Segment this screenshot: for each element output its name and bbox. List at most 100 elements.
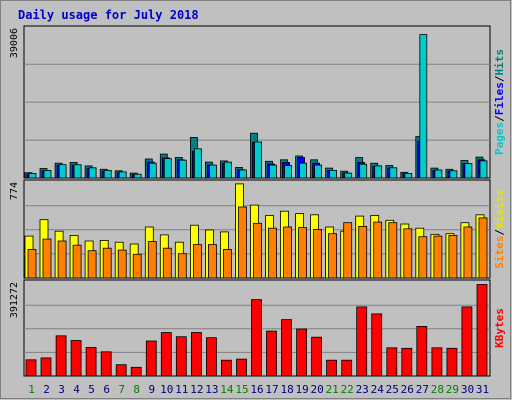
legend-entry: Hits — [493, 49, 506, 76]
bar-sites-day-8 — [132, 253, 142, 279]
day-label-17: 17 — [265, 383, 278, 396]
bar-hits-day-4 — [73, 164, 82, 179]
bar-sites-day-18 — [283, 226, 292, 279]
bar-sites-day-4 — [72, 244, 82, 279]
legend-entry: / — [493, 115, 506, 122]
day-label-10: 10 — [160, 383, 173, 396]
bar-hits-day-16 — [254, 141, 262, 179]
day-label-1: 1 — [28, 383, 35, 396]
bar-kbytes-day-31 — [476, 284, 488, 377]
bar-sites-day-31 — [478, 217, 488, 279]
bar-sites-day-14 — [222, 249, 232, 279]
bar-kbytes-day-17 — [266, 330, 277, 377]
day-label-8: 8 — [133, 383, 140, 396]
day-label-23: 23 — [356, 383, 369, 396]
axis-max-label: 39006 — [9, 28, 20, 58]
bar-sites-day-28 — [433, 235, 443, 279]
bar-hits-day-13 — [208, 164, 217, 179]
day-label-7: 7 — [118, 383, 125, 396]
bar-hits-day-17 — [269, 164, 277, 179]
bar-kbytes-day-24 — [371, 313, 383, 377]
bar-sites-day-1 — [27, 249, 37, 279]
side-label-3: KBytes — [493, 308, 506, 348]
bar-sites-day-30 — [463, 226, 473, 279]
bar-hits-day-20 — [314, 164, 323, 179]
bar-kbytes-day-6 — [100, 351, 112, 377]
bar-kbytes-day-26 — [401, 347, 413, 377]
bar-hits-day-11 — [178, 159, 187, 179]
bar-sites-day-13 — [207, 244, 217, 279]
bar-kbytes-day-28 — [431, 347, 443, 377]
legend-entry: Pages — [493, 122, 506, 155]
bar-hits-day-1 — [28, 172, 37, 179]
bar-sites-day-12 — [192, 244, 202, 279]
bar-kbytes-day-20 — [311, 336, 323, 377]
bar-hits-day-26 — [404, 172, 413, 179]
bar-hits-day-7 — [118, 171, 127, 179]
bar-kbytes-day-14 — [220, 359, 232, 377]
day-label-20: 20 — [310, 383, 323, 396]
bar-kbytes-day-11 — [175, 336, 187, 377]
bar-sites-day-6 — [102, 247, 112, 279]
axis-max-label: 774 — [9, 182, 20, 200]
bar-hits-day-5 — [88, 167, 97, 179]
bar-hits-day-6 — [103, 169, 112, 179]
bar-kbytes-day-15 — [236, 358, 247, 377]
legend-entry: Visits — [493, 189, 506, 229]
day-label-27: 27 — [416, 383, 429, 396]
bar-kbytes-day-2 — [40, 357, 52, 377]
legend-entry: / — [493, 75, 506, 82]
bar-hits-day-31 — [479, 160, 488, 179]
bar-sites-day-15 — [238, 206, 247, 279]
panel-2: 774 Sites/Visits — [9, 179, 506, 279]
day-label-22: 22 — [341, 383, 354, 396]
bar-kbytes-day-5 — [85, 347, 97, 377]
legend-entry: / — [493, 229, 506, 236]
day-label-12: 12 — [190, 383, 203, 396]
bar-kbytes-day-16 — [251, 299, 262, 377]
bar-kbytes-day-9 — [145, 340, 157, 377]
legend-entry: Files — [493, 82, 506, 115]
panel-3: 391272 KBytes — [9, 279, 506, 377]
bar-sites-day-25 — [388, 222, 398, 279]
bar-kbytes-day-18 — [281, 319, 292, 377]
day-label-9: 9 — [148, 383, 155, 396]
day-label-29: 29 — [446, 383, 459, 396]
day-label-28: 28 — [431, 383, 444, 396]
bar-kbytes-day-25 — [386, 347, 398, 377]
bar-sites-day-2 — [42, 238, 52, 279]
bar-hits-day-19 — [299, 162, 308, 179]
bar-kbytes-day-12 — [190, 332, 202, 377]
bar-sites-day-27 — [418, 236, 428, 279]
bar-hits-day-25 — [389, 167, 398, 179]
bar-sites-day-11 — [177, 253, 187, 279]
bar-sites-day-19 — [298, 227, 308, 279]
bar-kbytes-day-3 — [55, 335, 67, 377]
bar-hits-day-15 — [239, 169, 247, 179]
day-label-6: 6 — [103, 383, 110, 396]
bar-sites-day-9 — [147, 241, 157, 279]
bar-hits-day-21 — [329, 169, 338, 179]
day-label-21: 21 — [326, 383, 339, 396]
bar-kbytes-day-7 — [115, 364, 127, 377]
bar-sites-day-7 — [117, 249, 127, 279]
bar-kbytes-day-4 — [70, 340, 82, 377]
day-label-31: 31 — [476, 383, 489, 396]
bar-sites-day-23 — [358, 225, 368, 279]
day-label-16: 16 — [250, 383, 263, 396]
panels-layer: 39006Pages/Files/Hits774Sites/Visits3912… — [9, 25, 506, 377]
bar-sites-day-17 — [268, 227, 277, 279]
bar-sites-day-21 — [328, 233, 338, 279]
bar-kbytes-day-21 — [326, 359, 338, 377]
side-label-1: Pages/Files/Hits — [493, 49, 506, 155]
bar-sites-day-24 — [373, 221, 383, 279]
day-label-3: 3 — [58, 383, 65, 396]
day-label-11: 11 — [175, 383, 188, 396]
bar-hits-day-28 — [434, 169, 443, 179]
bar-sites-day-20 — [313, 228, 323, 279]
bar-sites-day-26 — [403, 228, 413, 279]
